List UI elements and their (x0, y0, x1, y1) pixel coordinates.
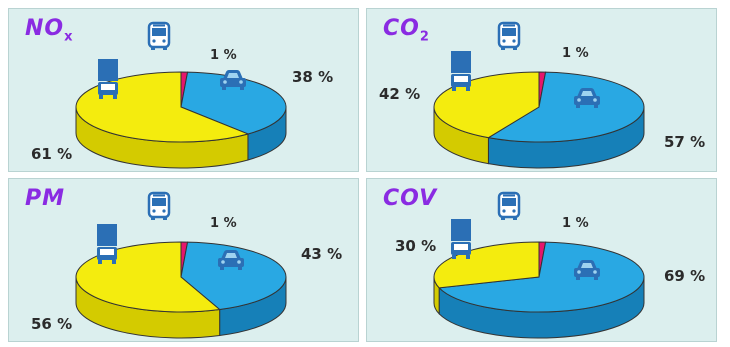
chart-title-pm: PM (25, 186, 65, 214)
chart-title-nox: NOx (25, 16, 74, 44)
bus-icon (149, 23, 169, 50)
pct-label-car: 57 % (664, 133, 705, 151)
chart-title-co2: CO2 (383, 16, 430, 44)
pct-label-car: 69 % (664, 267, 705, 285)
truck-icon (98, 59, 118, 99)
pct-label-truck: 30 % (395, 237, 436, 255)
pct-label-bus: 1 % (210, 216, 237, 231)
pct-label-car: 38 % (292, 68, 333, 86)
truck-icon (451, 51, 471, 91)
panel-co2: 1 % 57 % 42 % CO2 (366, 8, 717, 172)
pct-label-bus: 1 % (210, 48, 237, 63)
bus-icon (499, 193, 519, 220)
pct-label-car: 43 % (301, 245, 342, 263)
pct-label-truck: 42 % (379, 85, 420, 103)
pct-label-bus: 1 % (562, 216, 589, 231)
panel-cov: 1 % 69 % 30 % COV (366, 178, 717, 342)
bus-icon (499, 23, 519, 50)
pie-3d-cov (434, 242, 644, 338)
pct-label-truck: 61 % (31, 145, 72, 163)
truck-icon (451, 219, 471, 259)
truck-icon (97, 224, 117, 264)
car-icon (220, 70, 246, 90)
chart-title-cov: COV (383, 186, 437, 214)
bus-icon (149, 193, 169, 220)
pct-label-bus: 1 % (562, 46, 589, 61)
pct-label-truck: 56 % (31, 315, 72, 333)
panel-nox: 1 % 38 % 61 % NOx (8, 8, 359, 172)
panel-pm: 1 % 43 % 56 % PM (8, 178, 359, 342)
